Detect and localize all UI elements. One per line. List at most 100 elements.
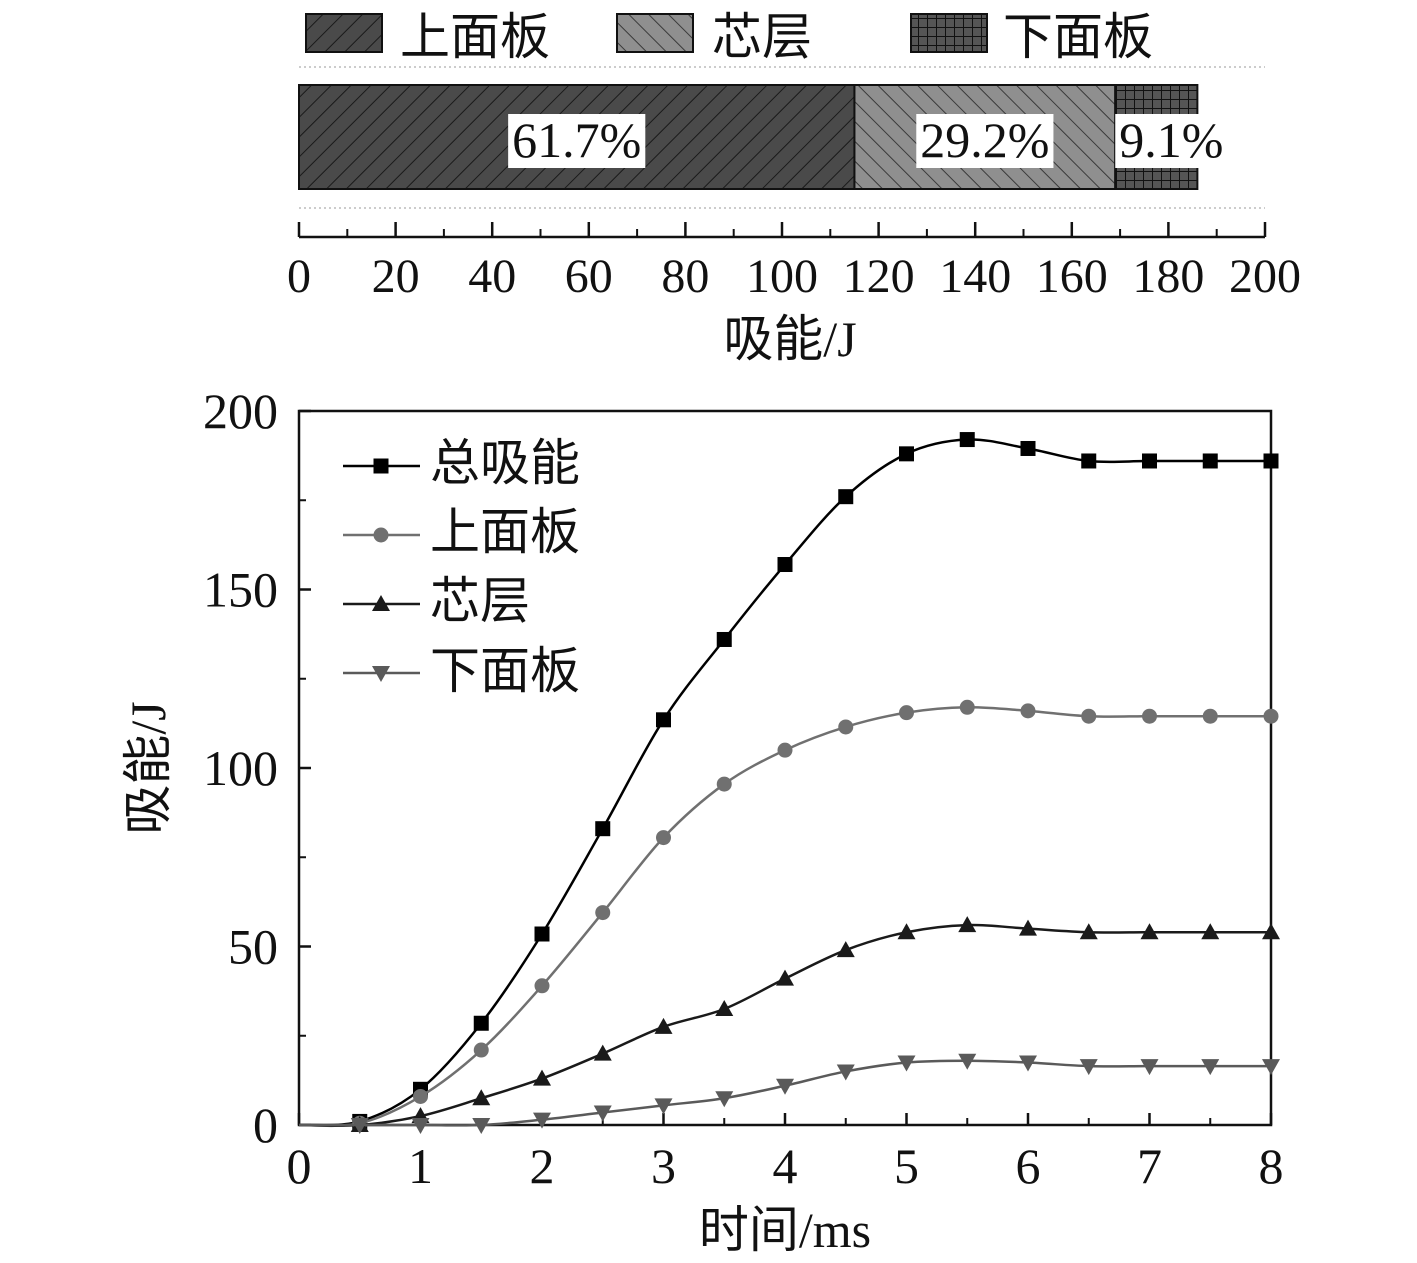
data-point-total bbox=[1081, 453, 1097, 469]
bar-percent-label-bg-0 bbox=[508, 114, 646, 168]
bar-legend-item-bottom-panel: 下面板 bbox=[910, 9, 1153, 65]
line-y-tick-label: 100 bbox=[203, 740, 278, 796]
data-point-top-panel bbox=[716, 776, 732, 792]
bar-legend: 上面板 芯层 下面板 bbox=[305, 9, 1153, 65]
series-line-top-panel bbox=[298, 706, 1271, 1128]
bar-percent-label-0: 61.7% bbox=[512, 112, 641, 168]
bar-x-tick-label: 20 bbox=[372, 250, 420, 303]
data-point-top-panel bbox=[413, 1088, 428, 1104]
data-point-top-panel bbox=[1202, 708, 1218, 724]
line-legend-label-total: 总吸能 bbox=[430, 435, 580, 491]
data-point-top-panel bbox=[534, 978, 550, 994]
data-point-top-panel bbox=[1142, 708, 1157, 724]
data-point-core bbox=[776, 969, 794, 986]
data-point-bottom-panel bbox=[836, 1064, 855, 1081]
data-point-bottom-panel bbox=[533, 1112, 551, 1129]
bar-legend-label-top-panel: 上面板 bbox=[400, 9, 550, 65]
data-point-total bbox=[1142, 453, 1157, 469]
line-y-tick-label: 200 bbox=[203, 383, 278, 439]
data-point-core bbox=[897, 923, 916, 940]
data-point-total bbox=[1202, 453, 1218, 469]
data-point-bottom-panel bbox=[958, 1053, 977, 1070]
data-point-core bbox=[1079, 923, 1098, 940]
line-x-tick-label: 6 bbox=[1016, 1138, 1041, 1194]
data-point-total bbox=[1263, 453, 1279, 469]
data-point-core bbox=[472, 1089, 491, 1106]
data-point-total bbox=[534, 926, 550, 942]
data-point-bottom-panel bbox=[1140, 1059, 1159, 1076]
line-y-tick-label: 0 bbox=[253, 1097, 278, 1153]
bar-x-tick-label: 40 bbox=[468, 250, 516, 303]
data-point-top-panel bbox=[1081, 708, 1097, 724]
series-bottom-panel bbox=[299, 1053, 1280, 1134]
data-point-top-panel bbox=[959, 699, 975, 715]
data-point-core bbox=[1019, 919, 1037, 936]
data-point-bottom-panel bbox=[897, 1055, 916, 1072]
bar-x-tick-label: 0 bbox=[287, 250, 311, 303]
line-x-tick-label: 4 bbox=[773, 1138, 798, 1194]
line-x-tick-label: 8 bbox=[1259, 1138, 1284, 1194]
line-x-tick-label: 2 bbox=[530, 1138, 555, 1194]
bar-percent-label-1: 29.2% bbox=[920, 112, 1049, 168]
line-series-group bbox=[298, 432, 1280, 1134]
data-point-top-panel bbox=[656, 830, 671, 846]
data-point-top-panel bbox=[473, 1042, 489, 1058]
line-x-tick-label: 3 bbox=[651, 1138, 676, 1194]
series-line-core bbox=[298, 923, 1271, 1127]
data-point-bottom-panel bbox=[776, 1078, 794, 1095]
bar-x-tick-label: 160 bbox=[1036, 250, 1108, 303]
bar-x-tick-label: 120 bbox=[843, 250, 915, 303]
data-point-top-panel bbox=[595, 905, 611, 921]
bar-legend-swatch-bottom-panel bbox=[910, 13, 988, 53]
bar-x-axis-title: 吸能/J bbox=[723, 311, 856, 367]
data-point-bottom-panel bbox=[1262, 1059, 1280, 1076]
line-x-tick-label: 1 bbox=[408, 1138, 433, 1194]
line-y-tick-label: 150 bbox=[203, 562, 278, 618]
data-point-bottom-panel bbox=[654, 1098, 673, 1115]
bar-x-tick-label: 140 bbox=[939, 250, 1011, 303]
series-top-panel bbox=[298, 699, 1279, 1131]
bar-legend-item-top-panel: 上面板 bbox=[305, 9, 550, 65]
data-point-total bbox=[595, 821, 611, 837]
bar-percent-labels: 61.7% 29.2% 9.1% bbox=[508, 112, 1228, 168]
data-point-total bbox=[777, 557, 793, 573]
line-x-tick-label: 5 bbox=[894, 1138, 919, 1194]
line-legend-marker-top-panel bbox=[373, 527, 389, 543]
data-point-total bbox=[656, 712, 671, 728]
data-point-total bbox=[716, 631, 732, 647]
data-point-core bbox=[715, 999, 734, 1016]
data-point-top-panel bbox=[899, 705, 914, 721]
bar-x-tick-label: 180 bbox=[1132, 250, 1204, 303]
line-legend-key-core bbox=[343, 595, 420, 611]
data-point-core bbox=[1140, 923, 1159, 940]
data-point-core bbox=[1201, 923, 1220, 940]
line-legend-marker-core bbox=[372, 595, 390, 611]
bar-legend-label-core: 芯层 bbox=[712, 9, 812, 65]
bar-segment-0 bbox=[298, 84, 856, 190]
line-y-axis-title: 吸能/J bbox=[120, 701, 176, 834]
bar-x-axis: 0 20 40 60 80 100 120 140 160 180 200 吸能/J bbox=[287, 222, 1301, 367]
bar-legend-swatch-top-panel bbox=[305, 13, 383, 53]
line-legend-marker-bottom-panel bbox=[372, 666, 390, 682]
line-legend-key-total bbox=[343, 458, 420, 474]
data-point-top-panel bbox=[1263, 708, 1279, 724]
bar-percent-label-2: 9.1% bbox=[1119, 112, 1223, 168]
bar-x-tick-label: 80 bbox=[661, 250, 709, 303]
data-point-bottom-panel bbox=[715, 1091, 734, 1108]
bar-x-tick-label: 60 bbox=[565, 250, 613, 303]
data-point-core bbox=[593, 1044, 612, 1061]
line-legend-label-bottom-panel: 下面板 bbox=[430, 643, 580, 699]
line-legend: 总吸能 上面板 芯层 下面板 bbox=[343, 435, 580, 699]
bar-x-tick-label: 200 bbox=[1229, 250, 1301, 303]
data-point-core bbox=[654, 1017, 673, 1034]
bar-legend-swatch-core bbox=[616, 13, 694, 53]
data-point-core bbox=[1262, 923, 1280, 940]
line-y-tick-label: 50 bbox=[228, 919, 278, 975]
data-point-top-panel bbox=[777, 742, 793, 758]
data-point-top-panel bbox=[838, 719, 854, 735]
bar-percent-label-bg-2 bbox=[1115, 114, 1228, 168]
data-point-bottom-panel bbox=[472, 1118, 491, 1134]
data-point-core bbox=[958, 916, 977, 933]
bar-x-ticks: 0 20 40 60 80 100 120 140 160 180 200 bbox=[287, 222, 1301, 303]
